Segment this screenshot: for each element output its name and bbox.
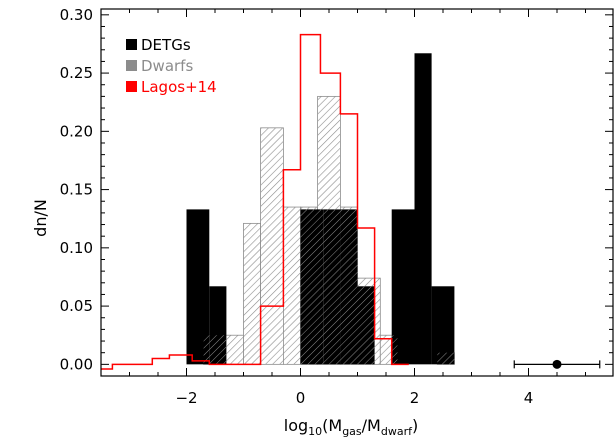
x-axis-label-sub10: 10 [308, 425, 322, 438]
legend-swatch-detgs [126, 39, 137, 50]
x-tick-label: −2 [175, 389, 197, 407]
legend-swatch-dwarfs [126, 60, 137, 71]
bar-detgs-12 [414, 53, 432, 365]
bar-overlap-12-13 [437, 352, 455, 365]
bar-overlap-5-6 [300, 209, 318, 365]
line-lagos [101, 33, 409, 370]
y-tick-label: 0.10 [60, 239, 93, 257]
bar-detgs-13 [431, 286, 455, 365]
legend-label-dwarfs: Dwarfs [141, 57, 193, 75]
legend-label-lagos: Lagos+14 [141, 78, 217, 96]
y-tick-label: 0.20 [60, 122, 93, 140]
x-axis-label-sub-gas: gas [342, 425, 362, 438]
legend-label-detgs: DETGs [141, 36, 191, 54]
x-axis-label-sub-dwarf: dwarf [381, 425, 413, 438]
bar-dwarfs-3 [260, 127, 284, 365]
x-axis-label: log10(Mgas/Mdwarf) [284, 416, 418, 438]
bar-dwarfs-2 [243, 222, 262, 365]
x-tick-label: 0 [296, 389, 306, 407]
y-axis-label: dn/N [31, 199, 50, 237]
bar-overlap-0-0 [203, 335, 210, 365]
y-tick-label: 0.25 [60, 64, 93, 82]
bar-dwarfs-4 [282, 206, 301, 365]
legend: DETGs Dwarfs Lagos+14 [126, 36, 217, 96]
x-tick-label: 2 [410, 389, 420, 407]
x-axis-label-close: ) [412, 416, 418, 435]
x-axis-label-slash: /M [362, 416, 381, 435]
y-tick-label: 0.15 [60, 181, 93, 199]
plot-area [101, 33, 601, 370]
y-tick-label: 0.05 [60, 297, 93, 315]
plot-content [101, 33, 455, 370]
bar-overlap-7-8 [340, 209, 358, 365]
x-axis-label-paren: (M [322, 416, 342, 435]
bar-overlap-8-9 [357, 286, 375, 365]
x-tick-label: 4 [524, 389, 534, 407]
bar-overlap-9-11 [391, 335, 398, 365]
y-tick-label: 0.30 [60, 6, 93, 24]
bar-overlap-6-7 [323, 209, 341, 365]
bar-detgs-0 [186, 209, 210, 365]
x-axis-label-log: log [284, 416, 308, 435]
bar-overlap-6-6 [317, 209, 324, 365]
error-bar-point [552, 359, 562, 369]
axes: −2 0 2 4 0.00 0.05 0.10 0.15 0.20 0.25 0.30 [60, 6, 614, 407]
y-tick-label: 0.00 [60, 355, 93, 373]
bar-detgs-11 [391, 209, 415, 365]
bar-overlap-1-1 [220, 335, 227, 365]
bar-overlap-0-1 [209, 335, 221, 365]
legend-swatch-lagos [126, 81, 137, 92]
